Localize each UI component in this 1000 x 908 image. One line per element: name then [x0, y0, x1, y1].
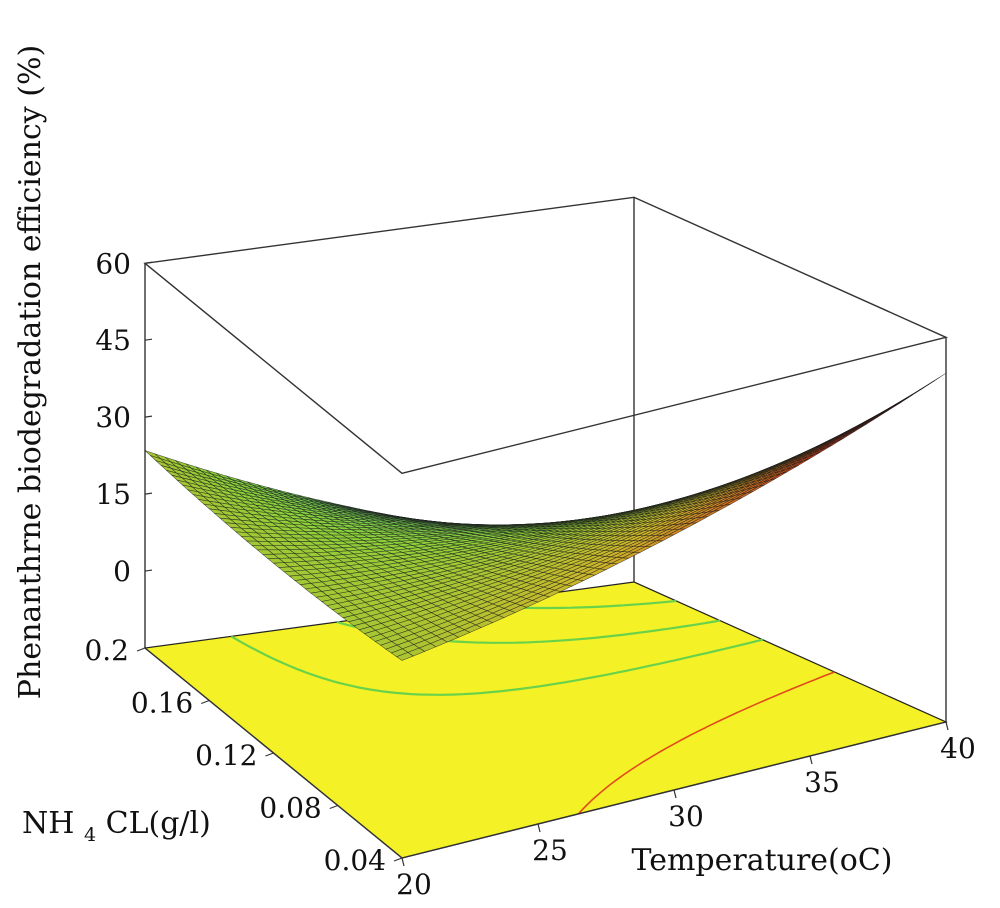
z-tick-label: 0 — [113, 555, 131, 588]
y-axis-title-suffix: CL(g/l) — [106, 806, 211, 841]
y-tick-mark — [265, 752, 274, 757]
z-axis-title: Phenanthrne biodegradation efficiency (%… — [13, 45, 48, 699]
y-axis-ticks: 0.040.080.120.160.2 — [84, 634, 403, 877]
x-tick-label: 30 — [668, 800, 704, 833]
x-axis-title-text: Temperature(oC) — [632, 843, 893, 878]
frame-top-edge — [143, 196, 949, 475]
y-tick-label: 0.08 — [259, 792, 321, 825]
x-tick-label: 35 — [804, 766, 840, 799]
y-tick-label: 0.12 — [195, 739, 257, 772]
y-tick-mark — [329, 804, 338, 810]
x-tick-label: 20 — [396, 868, 432, 901]
y-tick-label: 0.04 — [324, 844, 386, 877]
response-surface — [144, 372, 947, 661]
x-tick-mark — [945, 721, 949, 731]
z-tick-mark — [144, 261, 153, 264]
z-tick-label: 45 — [95, 324, 131, 357]
x-tick-mark — [673, 789, 677, 799]
y-tick-label: 0.16 — [131, 687, 193, 720]
z-tick-mark — [144, 415, 153, 418]
floor-contour-line-hot — [577, 671, 835, 815]
z-tick-mark — [144, 338, 153, 341]
surface-cell — [928, 372, 947, 385]
y-axis-title-subscript: 4 — [84, 824, 96, 846]
floor-contour-line — [230, 635, 763, 696]
z-tick-label: 15 — [95, 478, 131, 511]
y-tick-mark — [201, 699, 210, 705]
x-axis-ticks: 20 25 30 35 40 — [396, 721, 976, 901]
z-tick-label: 60 — [95, 247, 131, 280]
y-axis-title-prefix: NH — [22, 806, 74, 841]
y-tick-mark — [393, 857, 403, 862]
z-axis-ticks: 0 15 30 45 60 — [95, 247, 153, 588]
x-tick-label: 25 — [532, 834, 568, 867]
x-tick-mark — [537, 823, 541, 833]
z-tick-mark — [144, 569, 153, 572]
z-tick-mark — [144, 492, 153, 495]
y-axis-title: NH 4 CL(g/l) — [22, 806, 211, 849]
x-axis-title: Temperature(oC) — [632, 843, 893, 878]
x-tick-label: 40 — [940, 732, 976, 765]
y-tick-mark — [136, 647, 146, 652]
x-tick-mark — [809, 755, 813, 765]
z-tick-label: 30 — [95, 401, 131, 434]
x-tick-mark — [401, 857, 405, 867]
y-tick-label: 0.2 — [84, 634, 129, 667]
